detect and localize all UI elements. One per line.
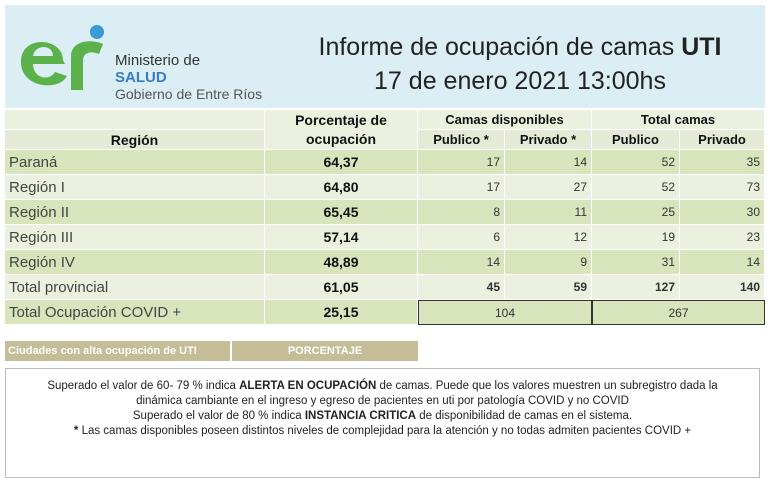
- covid-percentage: 25,15: [265, 300, 418, 325]
- table: Región Porcentaje de ocupación Camas dispo…: [5, 110, 765, 325]
- count-cell: 35: [680, 150, 765, 175]
- note-text: Superado el valor de 80 % indica: [132, 410, 305, 422]
- count-cell: 19: [592, 225, 680, 250]
- header-cell: Porcentaje de ocupación: [265, 110, 418, 150]
- count-cell: 52: [592, 175, 680, 200]
- notes: Superado el valor de 60- 79 % indica ALE…: [5, 368, 760, 478]
- count-cell: 59: [505, 275, 592, 300]
- count-cell: 127: [592, 275, 680, 300]
- region-cell: Total provincial: [5, 275, 265, 300]
- percentage-cell: 48,89: [265, 250, 418, 275]
- region-cell: Región II: [5, 200, 265, 225]
- cities-column: PORCENTAJE: [232, 341, 418, 361]
- ministry-line: Ministerio de: [115, 52, 201, 69]
- count-cell: 17: [418, 175, 505, 200]
- count-cell: 8: [418, 200, 505, 225]
- note-text: de camas. Puede que los valores muestren…: [136, 380, 718, 407]
- title: Informe de ocupación de camas UTI: [275, 33, 765, 62]
- title-emphasis: UTI: [681, 33, 722, 61]
- count-cell: 6: [418, 225, 505, 250]
- ministry-line: Gobierno de Entre Ríos: [115, 86, 263, 102]
- region-cell: Paraná: [5, 150, 265, 175]
- covid-available: 104: [418, 300, 592, 325]
- header-cell: Total camas: [592, 110, 765, 130]
- count-cell: 17: [418, 150, 505, 175]
- percentage-cell: 57,14: [265, 225, 418, 250]
- logo: [20, 25, 104, 90]
- count-cell: 25: [592, 200, 680, 225]
- note: Superado el valor de 60- 79 % indica ALE…: [26, 379, 739, 409]
- count-cell: 14: [680, 250, 765, 275]
- header-cell: Privado *: [505, 130, 592, 150]
- header-cell: Privado: [680, 130, 765, 150]
- count-cell: 30: [680, 200, 765, 225]
- note-text: de disponibilidad de camas en el sistema…: [416, 410, 633, 422]
- count-cell: 73: [680, 175, 765, 200]
- count-cell: 14: [505, 150, 592, 175]
- count-cell: 11: [505, 200, 592, 225]
- percentage-cell: 65,45: [265, 200, 418, 225]
- header-cell: Publico: [592, 130, 680, 150]
- percentage-cell: 61,05: [265, 275, 418, 300]
- count-cell: 23: [680, 225, 765, 250]
- count-cell: 14: [418, 250, 505, 275]
- header-cell: Publico *: [418, 130, 505, 150]
- count-cell: 27: [505, 175, 592, 200]
- note: * Las camas disponibles poseen distintos…: [26, 424, 739, 439]
- percentage-cell: 64,80: [265, 175, 418, 200]
- cities-label: Ciudades con alta ocupación de UTI: [5, 341, 230, 361]
- note: Superado el valor de 80 % indica INSTANC…: [26, 409, 739, 424]
- header: Ministerio de SALUD Gobierno de Entre Rí…: [5, 5, 765, 108]
- note-text: *: [73, 425, 79, 437]
- ministry-line: SALUD: [115, 69, 167, 86]
- note-text: Las camas disponibles poseen distintos n…: [78, 425, 692, 437]
- covid-label: Total Ocupación COVID +: [5, 300, 265, 325]
- note-text: INSTANCIA CRITICA: [304, 410, 417, 422]
- header-cell: [5, 110, 265, 130]
- region-cell: Región III: [5, 225, 265, 250]
- count-cell: 9: [505, 250, 592, 275]
- count-cell: 45: [418, 275, 505, 300]
- count-cell: 12: [505, 225, 592, 250]
- header-cell: Camas disponibles: [418, 110, 592, 130]
- note-text: ALERTA EN OCUPACIÓN: [239, 380, 377, 392]
- percentage-cell: 64,37: [265, 150, 418, 175]
- region-cell: Región IV: [5, 250, 265, 275]
- note-text: Superado el valor de 60- 79 % indica: [47, 380, 240, 392]
- count-cell: 31: [592, 250, 680, 275]
- region-cell: Región I: [5, 175, 265, 200]
- count-cell: 140: [680, 275, 765, 300]
- count-cell: 52: [592, 150, 680, 175]
- covid-total: 267: [592, 300, 765, 325]
- date: 17 de enero 2021 13:00hs: [374, 67, 666, 95]
- title-text: Informe de ocupación de camas: [318, 33, 675, 61]
- header-cell: Región: [5, 130, 265, 150]
